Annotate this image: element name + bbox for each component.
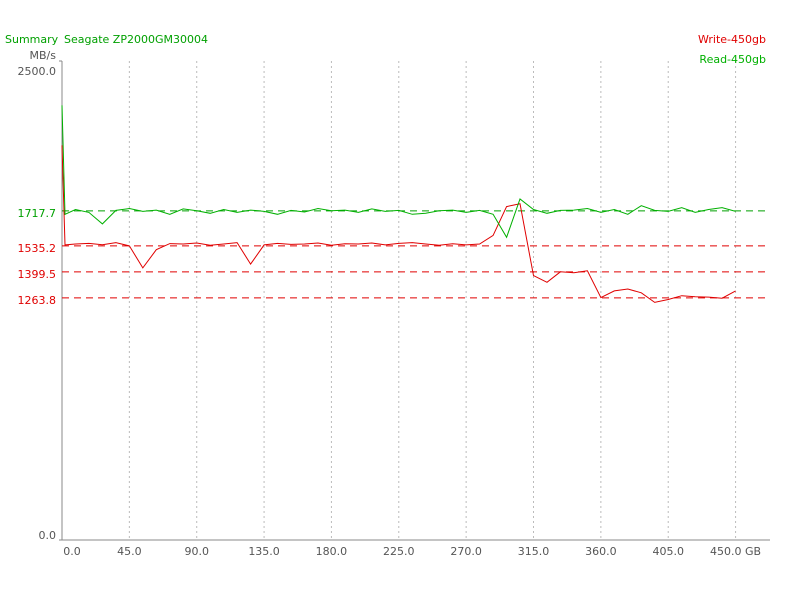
x-tick-label: 450.0 GB [710, 545, 761, 558]
x-tick-label: 270.0 [450, 545, 482, 558]
x-tick-label: 360.0 [585, 545, 617, 558]
y-axis-label: MB/s [30, 49, 57, 62]
x-tick-label: 225.0 [383, 545, 415, 558]
series-line [61, 105, 736, 239]
y-tick-label: 0.0 [39, 529, 57, 542]
legend-label: Write-450gb [698, 33, 766, 46]
y-tick-label: 2500.0 [18, 65, 57, 78]
reference-label: 1399.5 [18, 268, 57, 281]
x-tick-label: 135.0 [248, 545, 280, 558]
legend-label: Read-450gb [699, 53, 766, 66]
chart-title: Summary [5, 33, 59, 46]
x-tick-label: 180.0 [316, 545, 348, 558]
reference-label: 1263.8 [18, 294, 57, 307]
series-line [61, 145, 736, 303]
x-tick-label: 315.0 [518, 545, 550, 558]
x-tick-label: 0.0 [63, 545, 81, 558]
x-tick-label: 90.0 [184, 545, 209, 558]
reference-label: 1535.2 [18, 242, 57, 255]
x-tick-label: 45.0 [117, 545, 142, 558]
chart-subtitle: Seagate ZP2000GM30004 [64, 33, 208, 46]
x-tick-label: 405.0 [652, 545, 684, 558]
reference-label: 1717.7 [18, 207, 57, 220]
